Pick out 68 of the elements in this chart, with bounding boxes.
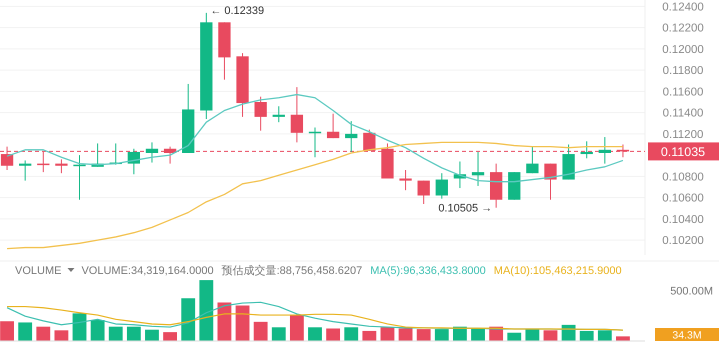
y-tick-label: 0.10200 [662,235,704,248]
text: MA(10):105,463,215.9000 [494,265,622,277]
candlestick [55,158,68,174]
annotation: ← 0.12339 [210,4,264,17]
candlestick [19,160,32,182]
bar [0,321,14,342]
text: 34.3M [672,330,702,342]
bar [507,332,522,342]
candlestick [472,151,484,186]
y-tick-label: 0.12400 [662,1,704,14]
candlestick [418,180,430,204]
y-tick-label: 0.10600 [662,192,704,205]
bar [199,280,214,342]
candlestick [399,170,412,191]
candlestick [436,172,448,200]
bar [344,327,358,342]
candlestick [290,86,304,143]
candlestick [580,140,593,159]
bar [254,322,268,342]
bar [416,329,431,342]
bar [308,327,322,342]
text: VOLUME [15,265,62,277]
ref-line-label: 0.11035 [660,144,706,159]
bar [236,306,250,342]
text: 500.00M [670,286,713,298]
bar [126,326,141,342]
bar [398,328,412,342]
bar [36,326,50,342]
bar [525,329,540,342]
y-tick-label: 0.12200 [662,22,704,35]
bar [380,327,394,342]
text: MA(5):96,336,433.8000 [370,265,486,277]
bar [163,332,178,342]
bar [181,298,196,342]
y-tick-label: 0.12000 [662,44,704,56]
bar [272,327,286,342]
candlestick [146,142,158,164]
candlestick [326,113,340,139]
candlestick [598,136,611,164]
text: VOLUME:34,319,164.0000 [81,265,214,277]
candlestick [73,154,86,200]
y-tick-label: 0.11600 [662,86,704,98]
candlestick [345,120,358,152]
bar [544,330,558,342]
annotation: 0.10505 → [438,202,492,215]
y-tick-label: 0.10800 [662,171,704,184]
bar [218,302,232,342]
bar [362,330,376,342]
candlestick [308,127,322,158]
y-tick-label: 0.11400 [662,108,704,120]
bar [108,326,123,342]
bar [290,314,304,342]
candlestick [254,96,267,132]
bar [90,320,105,342]
candlestick [544,163,557,200]
bar [145,330,159,342]
bar [326,328,340,342]
y-tick-label: 0.11200 [662,128,704,141]
candlestick [526,146,539,174]
y-tick-label: 0.11800 [662,65,704,78]
bar [54,330,68,342]
bar [18,322,32,342]
bar [471,328,485,342]
bar [72,313,86,342]
candlestick [272,106,285,123]
text: 预估成交量:88,756,458.6207 [222,264,362,277]
y-tick-label: 0.10400 [662,214,704,226]
bar [434,329,449,342]
